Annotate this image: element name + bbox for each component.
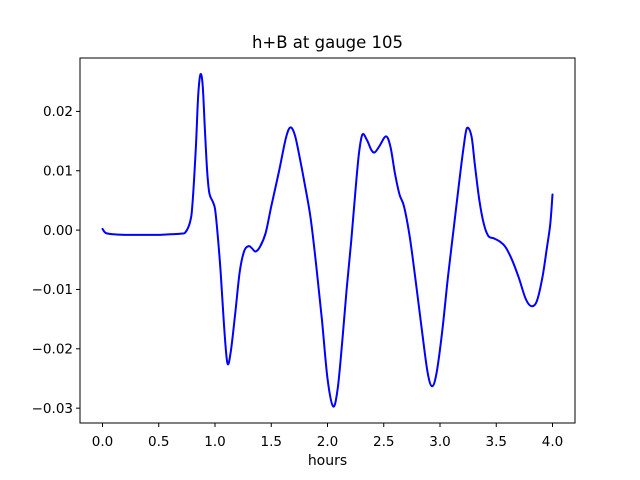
y-tick-label: −0.02 <box>32 342 73 358</box>
x-axis-ticks: 0.0 0.5 1.0 1.5 2.0 2.5 3.0 3.5 4.0 <box>92 423 563 450</box>
axes-spines <box>79 57 576 424</box>
y-tick-label: 0.00 <box>43 223 73 239</box>
y-tick-label: −0.01 <box>32 282 73 298</box>
y-tick-label: −0.03 <box>32 401 73 417</box>
x-tick-label: 2.5 <box>373 434 394 450</box>
x-tick-label: 0.5 <box>148 434 169 450</box>
series-line <box>101 73 554 408</box>
chart-title: h+B at gauge 105 <box>252 33 403 52</box>
y-tick-label: 0.02 <box>43 104 73 120</box>
x-tick-label: 0.0 <box>92 434 113 450</box>
x-axis-label: hours <box>308 453 347 469</box>
x-tick-label: 2.0 <box>317 434 338 450</box>
plot-frame <box>79 57 576 424</box>
x-tick-label: 3.5 <box>486 434 507 450</box>
y-axis-ticks: 0.02 0.01 0.00 −0.01 −0.02 −0.03 <box>32 104 80 417</box>
series-group <box>101 73 554 408</box>
x-tick-label: 3.0 <box>429 434 450 450</box>
x-tick-label: 4.0 <box>542 434 563 450</box>
x-tick-label: 1.0 <box>204 434 225 450</box>
x-tick-label: 1.5 <box>261 434 282 450</box>
y-tick-label: 0.01 <box>43 163 73 179</box>
